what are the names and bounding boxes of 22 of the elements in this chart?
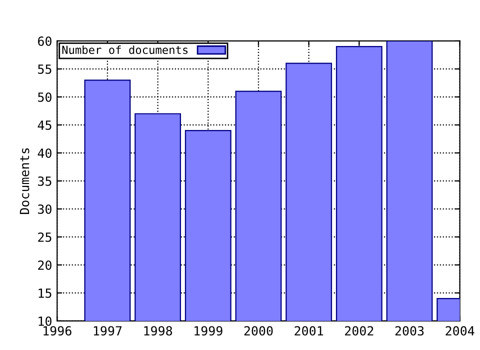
y-tick-label: 30: [38, 204, 52, 214]
x-tick-label: 1998: [144, 326, 172, 336]
y-tick-label: 25: [38, 232, 52, 242]
x-tick-label: 1999: [194, 326, 222, 336]
x-tick-label: 2001: [294, 326, 324, 336]
y-tick-label: 35: [38, 176, 52, 186]
x-tick-label: 2002: [345, 326, 374, 336]
y-axis-title: Documents: [20, 148, 30, 214]
legend-label: Number of documents: [62, 45, 188, 54]
x-tick-label: 2000: [244, 326, 273, 336]
y-tick-label: 15: [38, 288, 52, 298]
y-tick-label: 50: [38, 92, 52, 102]
y-tick-label: 45: [38, 120, 52, 130]
x-tick-label: 2004: [446, 326, 474, 336]
x-tick-label: 2003: [395, 326, 424, 336]
y-tick-label: 10: [38, 316, 52, 326]
y-tick-label: 20: [38, 260, 52, 270]
y-tick-label: 60: [38, 36, 52, 46]
x-tick-label: 1996: [44, 326, 72, 336]
y-tick-label: 55: [38, 64, 52, 74]
y-tick-label: 40: [38, 148, 52, 158]
x-tick-label: 1997: [94, 326, 122, 336]
